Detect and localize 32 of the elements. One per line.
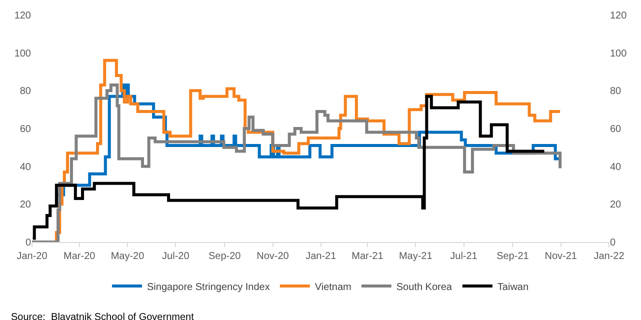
- legend-label: Taiwan: [497, 282, 529, 293]
- y-tick-label: 120: [14, 10, 32, 22]
- legend-label: Singapore Stringency Index: [147, 282, 270, 293]
- legend-label: Vietnam: [314, 282, 352, 293]
- y2-tick-label: 80: [610, 86, 622, 98]
- y-tick-label: 40: [20, 162, 32, 173]
- y2-tick-label: 120: [610, 10, 628, 22]
- y-tick-label: 20: [20, 200, 32, 211]
- x-tick-label: Nov-20: [256, 251, 290, 262]
- y2-tick-label: 100: [610, 48, 628, 60]
- x-tick-label: Sep-21: [496, 251, 530, 262]
- y2-tick-label: 0: [610, 238, 616, 248]
- y2-tick-label: 60: [610, 124, 622, 135]
- y-tick-label: 60: [20, 124, 32, 135]
- legend-label: South Korea: [396, 282, 452, 293]
- x-tick-label: Mar-21: [352, 251, 384, 262]
- x-tick-label: Jul-21: [450, 251, 478, 262]
- y-tick-label: 0: [25, 238, 32, 248]
- y2-tick-label: 40: [610, 162, 622, 173]
- y2-tick-label: 20: [610, 200, 622, 211]
- y-tick-label: 100: [14, 48, 32, 60]
- y-tick-label: 80: [20, 86, 32, 98]
- x-tick-label: Mar-20: [64, 251, 96, 262]
- x-tick-label: Sep-20: [208, 251, 242, 262]
- source-note: Source: Blavatnik School of Government: [11, 312, 194, 320]
- x-tick-label: Jan-22: [594, 251, 625, 262]
- x-tick-label: Nov-21: [544, 251, 578, 262]
- x-tick-label: Jul-20: [162, 251, 190, 262]
- x-tick-label: May-21: [398, 251, 433, 262]
- x-tick-label: Jan-21: [306, 251, 337, 262]
- x-tick-label: Jan-20: [16, 251, 48, 262]
- x-tick-label: May-20: [110, 251, 145, 262]
